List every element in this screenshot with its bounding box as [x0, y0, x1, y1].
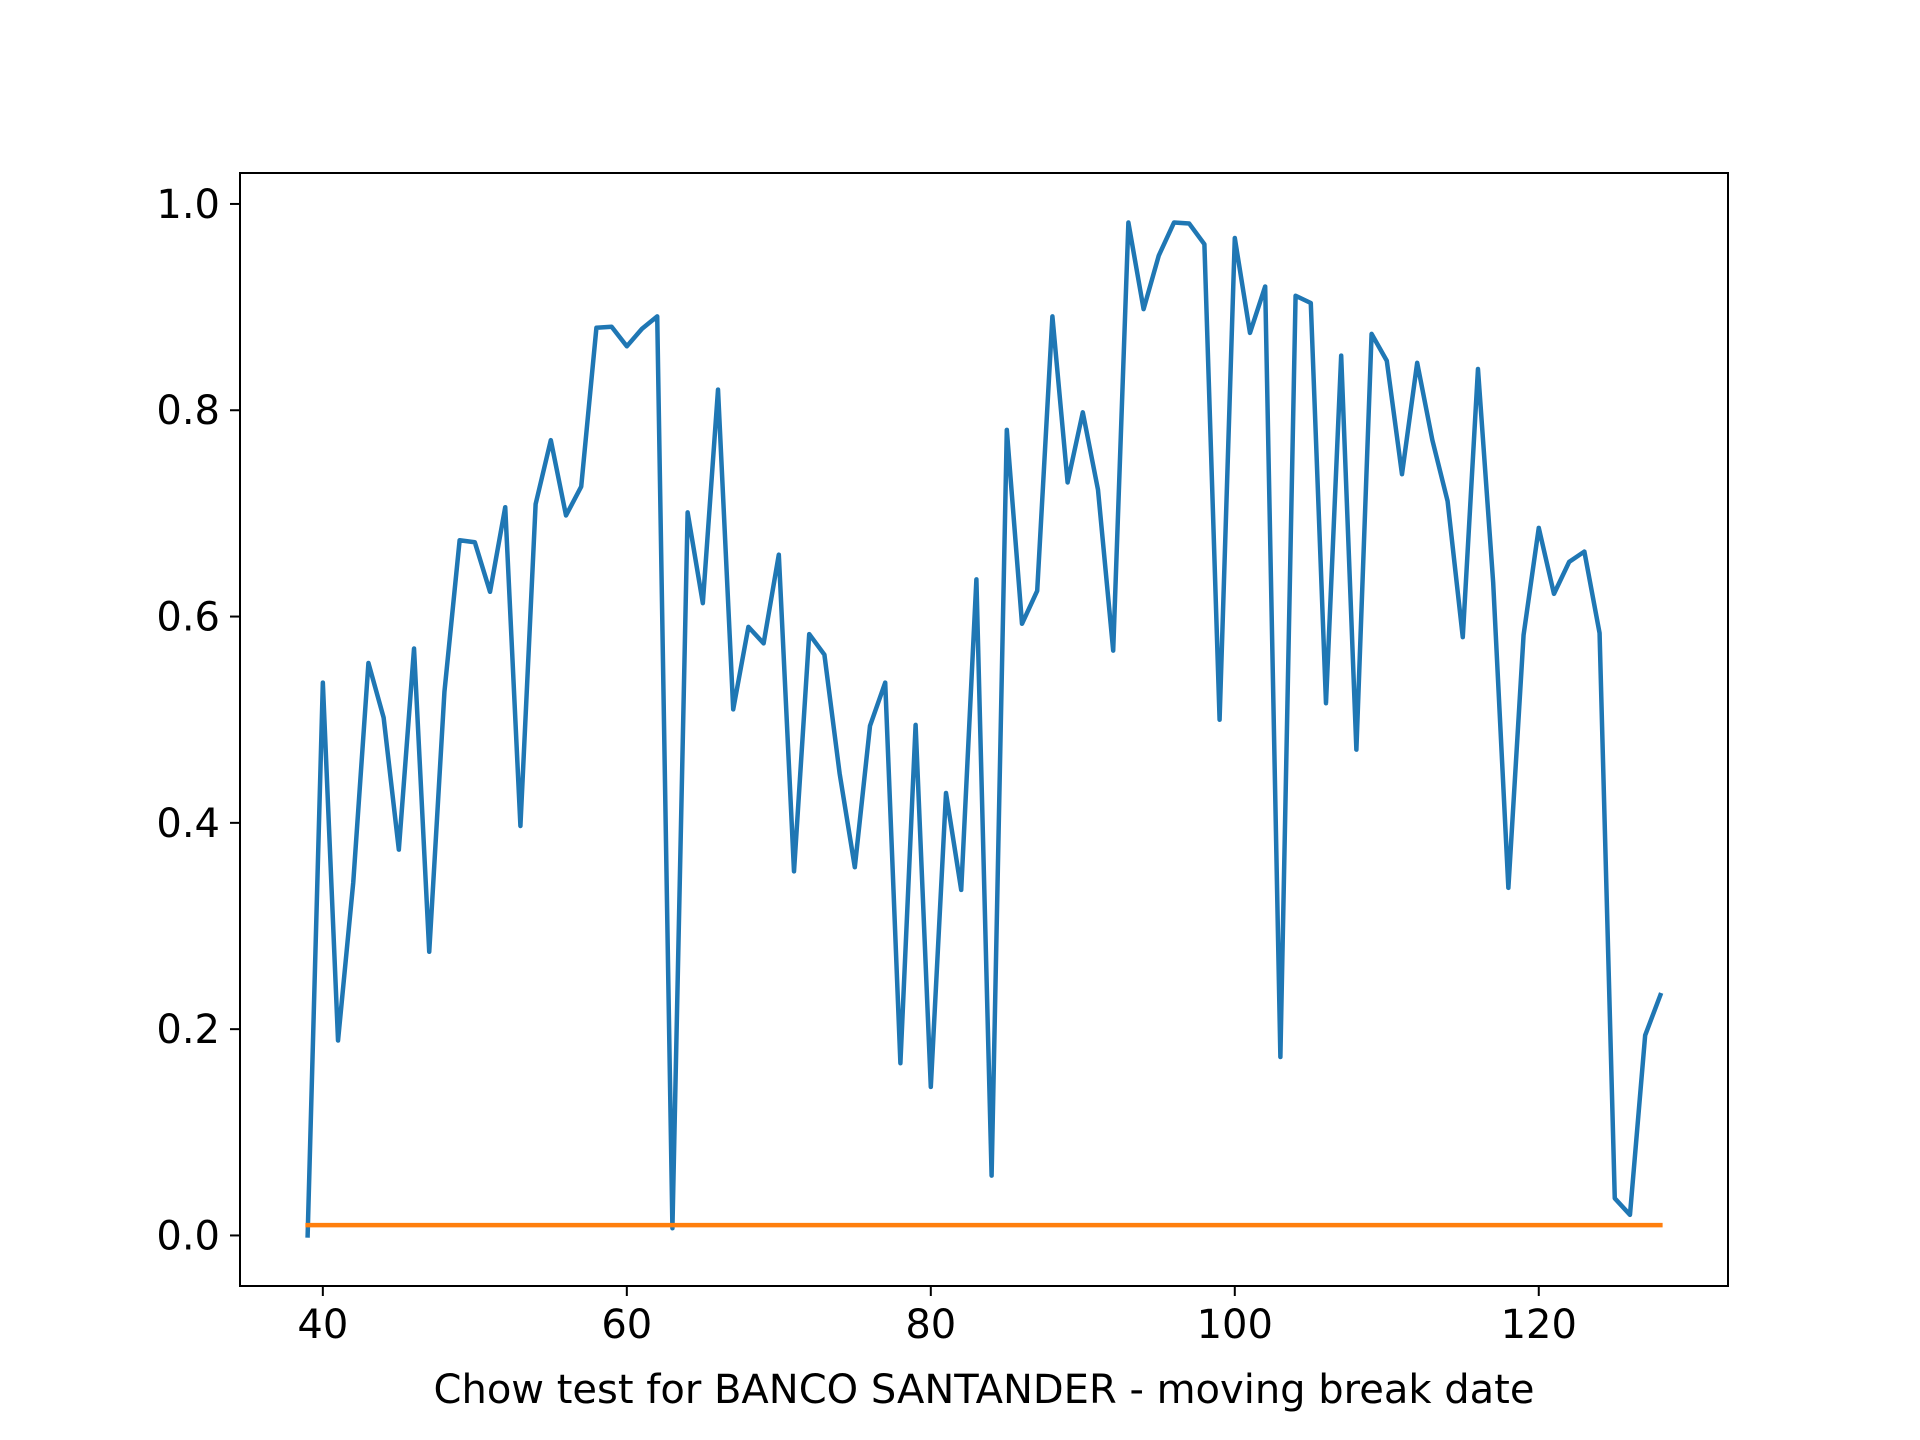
y-axis: 0.0 0.2 0.4 0.6 0.8 1.0 [156, 182, 240, 1259]
y-tick-label: 0.4 [156, 801, 220, 847]
x-tick-label: 80 [905, 1302, 956, 1348]
y-tick-label: 1.0 [156, 182, 220, 228]
plot-frame [239, 172, 1729, 1287]
x-tick-label: 120 [1501, 1302, 1577, 1348]
y-tick-label: 0.6 [156, 595, 220, 641]
x-tick-label: 100 [1197, 1302, 1273, 1348]
x-axis: 40 60 80 100 120 [297, 1286, 1577, 1348]
series-layer [305, 220, 1664, 1238]
y-tick-label: 0.8 [156, 388, 220, 434]
x-axis-title: Chow test for BANCO SANTANDER - moving b… [434, 1367, 1535, 1413]
y-tick-label: 0.0 [156, 1213, 220, 1259]
x-tick-label: 40 [297, 1302, 348, 1348]
series-line-0 [305, 220, 1664, 1238]
y-tick-label: 0.2 [156, 1007, 220, 1053]
x-tick-label: 60 [601, 1302, 652, 1348]
